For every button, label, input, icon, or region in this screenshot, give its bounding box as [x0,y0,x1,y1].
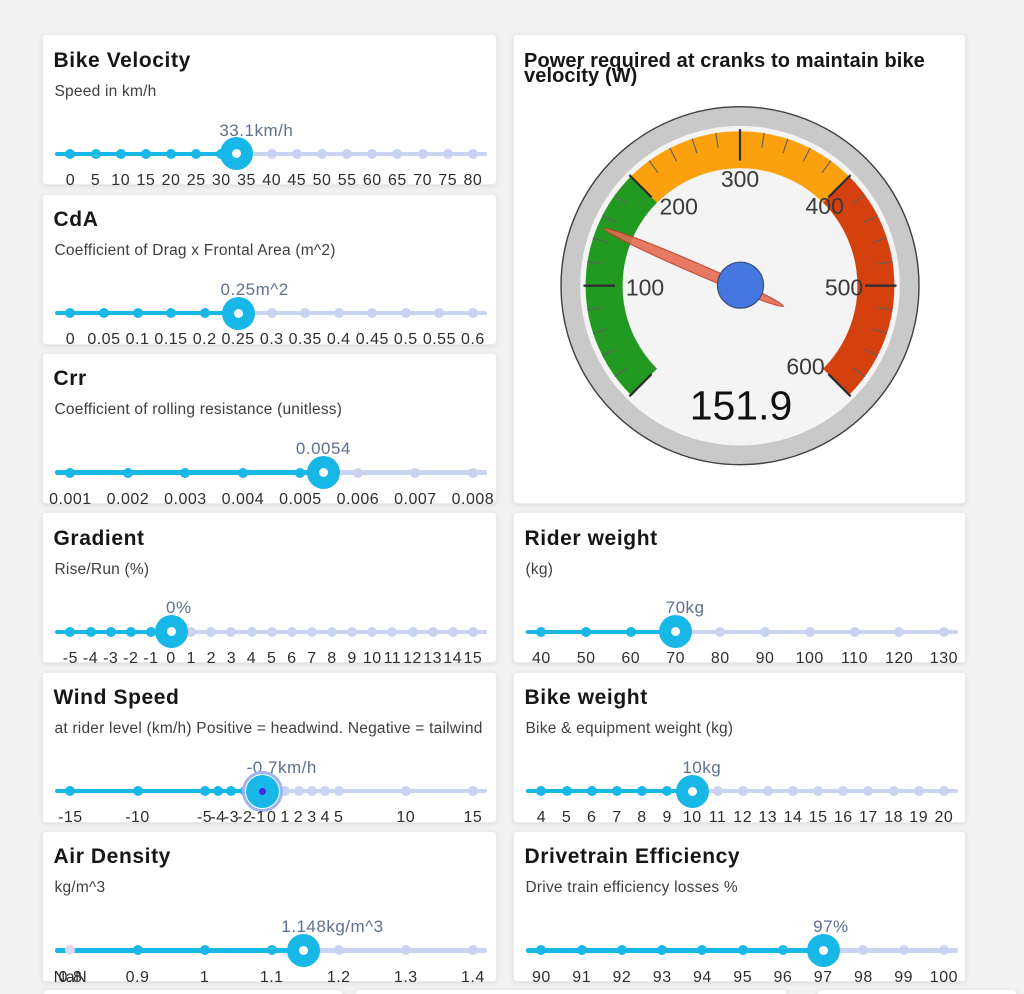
svg-text:200: 200 [660,194,698,220]
svg-text:100: 100 [626,275,664,301]
svg-text:151.9: 151.9 [690,383,793,429]
svg-text:300: 300 [721,166,759,192]
svg-text:500: 500 [825,275,863,301]
svg-text:400: 400 [806,193,844,219]
svg-text:600: 600 [786,354,824,380]
